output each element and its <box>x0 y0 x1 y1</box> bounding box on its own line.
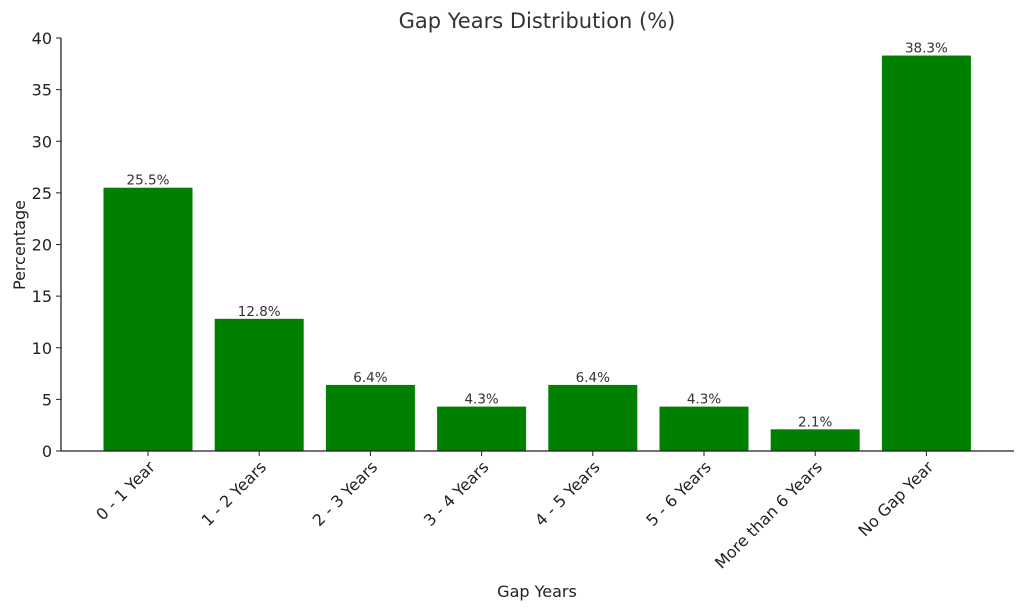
y-tick-label: 10 <box>32 339 52 358</box>
data-labels: 25.5% 12.8% 6.4% 4.3% 6.4% 4.3% 2.1% 38.3% <box>127 41 948 431</box>
y-tick-label: 30 <box>32 132 52 151</box>
data-label: 6.4% <box>353 370 387 386</box>
x-tick-label: 1 - 2 Years <box>197 457 270 530</box>
data-label: 6.4% <box>576 370 610 386</box>
bar <box>214 318 304 451</box>
y-tick-label: 0 <box>42 442 52 461</box>
x-tick-label: 2 - 3 Years <box>309 457 382 530</box>
bar <box>770 429 860 451</box>
x-tick-label: No Gap Year <box>854 457 937 540</box>
y-tick-label: 35 <box>32 81 52 100</box>
bar <box>325 384 415 451</box>
x-tick-label: More than 6 Years <box>711 457 826 572</box>
x-tick-label: 0 - 1 Year <box>92 457 159 524</box>
y-tick-label: 25 <box>32 184 52 203</box>
y-tick-label: 5 <box>42 390 52 409</box>
data-label: 4.3% <box>687 392 721 408</box>
x-tick-label: 3 - 4 Years <box>420 457 493 530</box>
x-tick-label: 4 - 5 Years <box>531 457 604 530</box>
bar <box>548 384 638 451</box>
y-tick-label: 40 <box>32 29 52 48</box>
data-label: 2.1% <box>798 414 832 430</box>
bars <box>103 55 971 452</box>
data-label: 38.3% <box>905 41 948 57</box>
x-axis-ticks: 0 - 1 Year 1 - 2 Years 2 - 3 Years 3 - 4 Ye… <box>92 451 938 572</box>
y-tick-label: 15 <box>32 287 52 306</box>
x-tick-label: 5 - 6 Years <box>642 457 715 530</box>
y-tick-label: 20 <box>32 236 52 255</box>
x-axis-label: Gap Years <box>497 582 577 601</box>
y-axis-ticks: 0 5 10 15 20 25 30 35 40 <box>32 29 61 461</box>
chart-title: Gap Years Distribution (%) <box>399 9 676 33</box>
bar <box>437 406 527 451</box>
data-label: 25.5% <box>127 173 170 189</box>
bar <box>659 406 749 451</box>
bar <box>103 187 193 451</box>
y-axis-label: Percentage <box>10 200 29 290</box>
data-label: 12.8% <box>238 304 281 320</box>
data-label: 4.3% <box>464 392 498 408</box>
bar <box>881 55 971 452</box>
